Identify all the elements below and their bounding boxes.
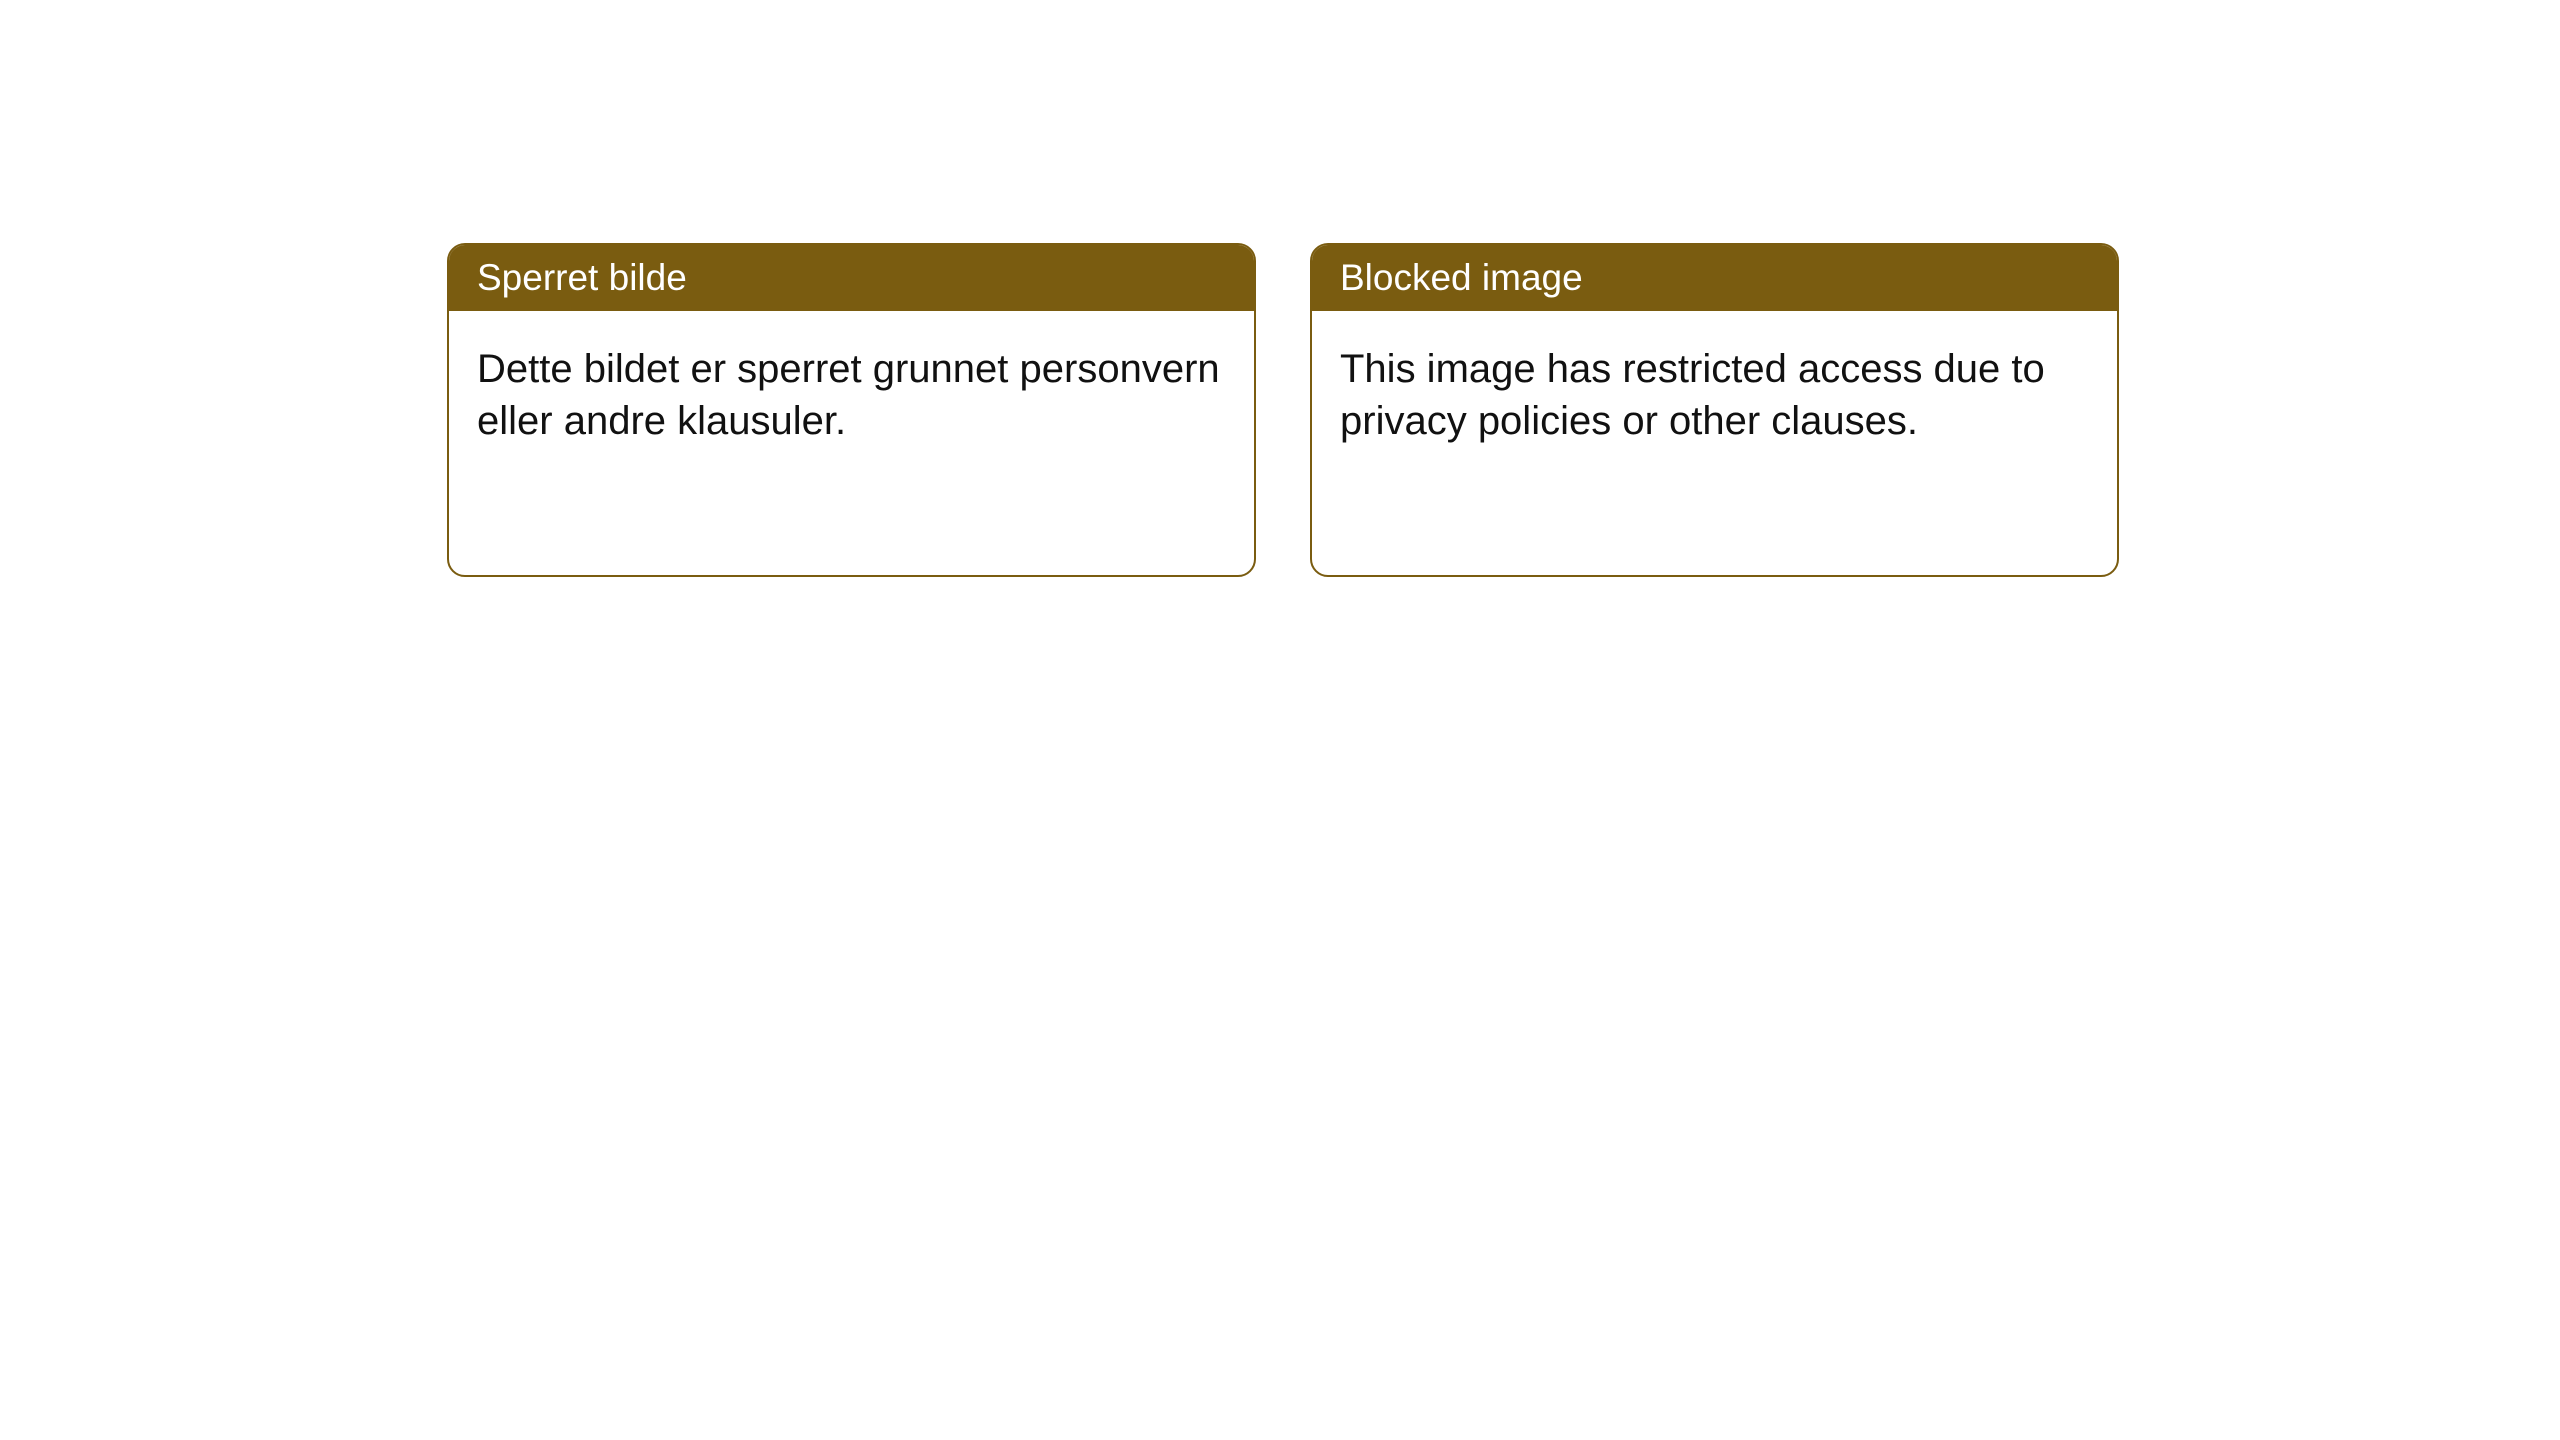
notice-title: Blocked image [1340,257,1583,298]
notice-header: Sperret bilde [449,245,1254,311]
notice-card-english: Blocked image This image has restricted … [1310,243,2119,577]
notice-container: Sperret bilde Dette bildet er sperret gr… [0,0,2560,577]
notice-title: Sperret bilde [477,257,687,298]
notice-body-text: This image has restricted access due to … [1340,347,2045,443]
notice-card-norwegian: Sperret bilde Dette bildet er sperret gr… [447,243,1256,577]
notice-header: Blocked image [1312,245,2117,311]
notice-body-text: Dette bildet er sperret grunnet personve… [477,347,1220,443]
notice-body: Dette bildet er sperret grunnet personve… [449,311,1254,479]
notice-body: This image has restricted access due to … [1312,311,2117,479]
